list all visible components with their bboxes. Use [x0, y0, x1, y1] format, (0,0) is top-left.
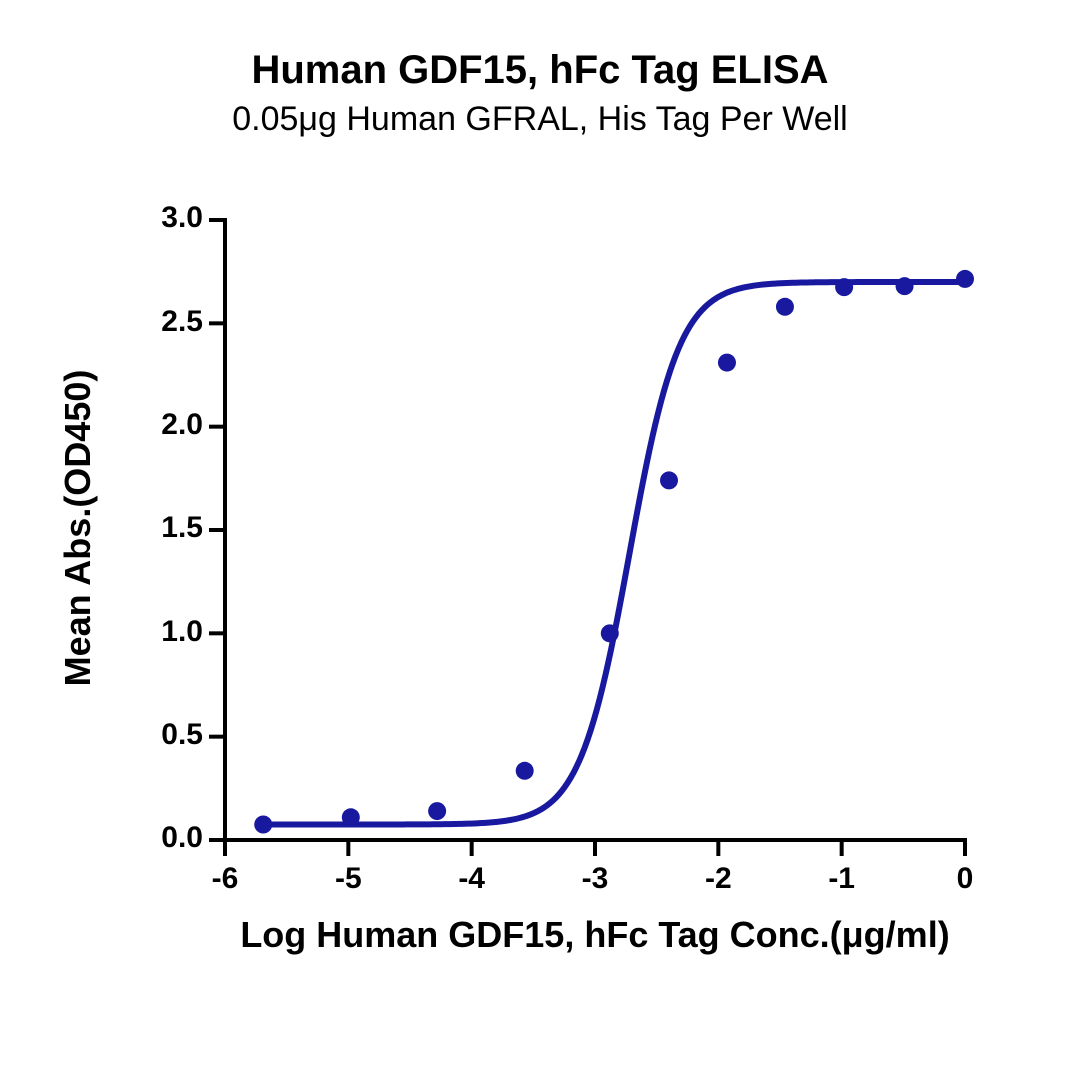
y-tick-label: 1.0: [161, 615, 203, 649]
x-tick-label: -6: [195, 862, 255, 896]
y-tick-label: 3.0: [161, 201, 203, 235]
y-tick-label: 1.5: [161, 511, 203, 545]
x-tick-label: -2: [688, 862, 748, 896]
y-tick-label: 2.0: [161, 408, 203, 442]
y-tick-label: 0.0: [161, 821, 203, 855]
chart-svg: [225, 220, 965, 840]
y-axis-label: Mean Abs.(OD450): [57, 218, 99, 838]
x-tick-label: -4: [442, 862, 502, 896]
plot-area: [225, 220, 965, 840]
y-tick-label: 2.5: [161, 305, 203, 339]
figure: Human GDF15, hFc Tag ELISA 0.05μg Human …: [0, 0, 1080, 1065]
chart-subtitle: 0.05μg Human GFRAL, His Tag Per Well: [0, 100, 1080, 139]
x-tick-label: 0: [935, 862, 995, 896]
x-tick-label: -3: [565, 862, 625, 896]
x-tick-label: -1: [812, 862, 872, 896]
y-tick-label: 0.5: [161, 718, 203, 752]
x-axis-label: Log Human GDF15, hFc Tag Conc.(μg/ml): [225, 914, 965, 956]
chart-title: Human GDF15, hFc Tag ELISA: [0, 48, 1080, 93]
x-tick-label: -5: [318, 862, 378, 896]
